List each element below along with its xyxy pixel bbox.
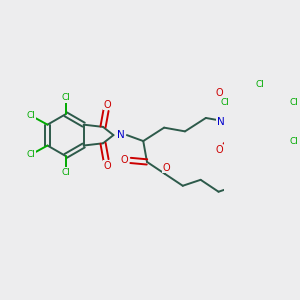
Text: Cl: Cl <box>61 93 70 102</box>
Text: O: O <box>121 155 128 165</box>
Text: Cl: Cl <box>27 150 35 159</box>
Text: O: O <box>163 163 170 173</box>
Text: O: O <box>215 88 223 98</box>
Text: N: N <box>217 117 225 127</box>
Text: Cl: Cl <box>27 111 35 120</box>
Text: Cl: Cl <box>255 80 264 89</box>
Text: O: O <box>215 145 223 155</box>
Text: O: O <box>104 160 111 171</box>
Text: Cl: Cl <box>290 98 298 107</box>
Text: N: N <box>117 130 125 140</box>
Text: O: O <box>104 100 111 110</box>
Text: Cl: Cl <box>61 168 70 177</box>
Text: Cl: Cl <box>290 136 298 146</box>
Text: Cl: Cl <box>220 98 230 107</box>
